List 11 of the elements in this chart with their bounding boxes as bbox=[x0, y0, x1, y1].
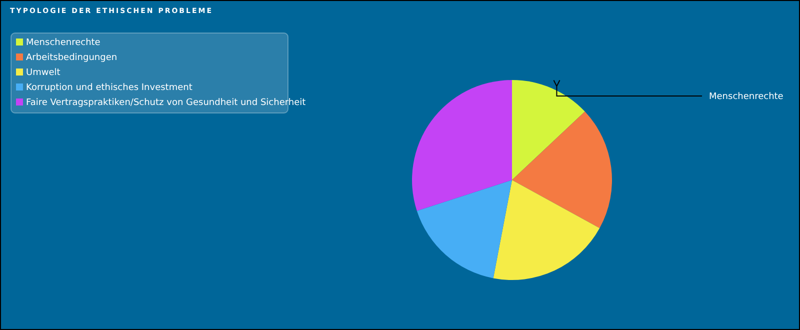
pie-slice bbox=[416, 180, 512, 278]
legend-label: Umwelt bbox=[26, 68, 61, 78]
pie-slice bbox=[512, 112, 612, 228]
pie-slice bbox=[493, 180, 600, 280]
pie-slice bbox=[512, 80, 585, 180]
legend-label: Faire Vertragspraktiken/Schutz von Gesundheit und Sicherheit bbox=[26, 98, 306, 108]
pie-slice bbox=[412, 80, 512, 211]
legend-label: Menschenrechte bbox=[26, 38, 101, 48]
legend-label: Korruption und ethisches Investment bbox=[26, 83, 193, 93]
legend-label: Arbeitsbedingungen bbox=[26, 53, 118, 63]
text: Menschenrechte bbox=[709, 92, 784, 102]
